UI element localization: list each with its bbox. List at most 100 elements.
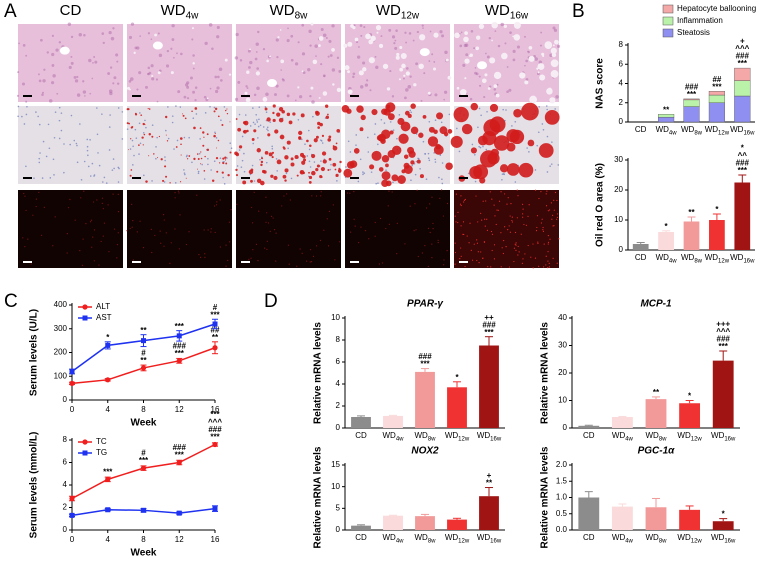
significance-label: ** [140, 356, 147, 365]
oro-droplet [272, 118, 276, 123]
he-texture [116, 82, 120, 85]
oro-droplet [203, 136, 205, 138]
he-vacuole [493, 84, 498, 88]
bar [632, 244, 649, 250]
fluor-dot [491, 233, 494, 235]
x-tick-label: WD4w [656, 125, 678, 136]
he-texture [148, 71, 152, 75]
y-tick-label: 30 [558, 341, 567, 350]
he-texture [255, 42, 259, 46]
oro-nucleus [167, 137, 170, 140]
y-tick-label: 8 [63, 435, 68, 444]
fluor-dot [310, 260, 313, 263]
fluor-dot [43, 206, 45, 208]
he-texture [463, 43, 468, 48]
he-texture [504, 42, 507, 45]
he-texture [320, 27, 324, 31]
oro-droplet [225, 162, 228, 165]
y-tick-label: 300 [54, 324, 68, 333]
oro-droplet [165, 175, 168, 178]
he-texture [253, 93, 257, 97]
oro-nucleus [458, 150, 461, 153]
he-vacuole [332, 83, 335, 86]
he-texture [110, 36, 115, 41]
oro-nucleus [60, 112, 63, 114]
he-texture [493, 88, 497, 91]
oro-droplet [224, 159, 227, 161]
he-texture [309, 94, 312, 98]
he-texture [246, 87, 249, 89]
he-texture [369, 89, 372, 92]
fluor-dot [116, 257, 118, 259]
he-texture [234, 56, 239, 60]
fluor-dot [396, 253, 398, 255]
fluor-dot [421, 252, 424, 254]
oro-droplet [527, 139, 535, 147]
fluor-dot [35, 198, 37, 200]
y-tick-label: 0 [63, 395, 68, 404]
fluor-dot [515, 242, 517, 244]
he-vacuole [368, 57, 375, 64]
oro-nucleus [213, 106, 216, 109]
fluor-dot [487, 266, 489, 268]
fluor-dot [257, 260, 259, 262]
oro-nucleus [546, 108, 548, 111]
oro-nucleus [425, 178, 428, 181]
he-vacuole [379, 43, 384, 48]
fluor-dot [178, 248, 180, 250]
oro-nucleus [511, 125, 513, 127]
column-header: WD16w [485, 2, 529, 21]
x-tick-label: WD16w [711, 533, 736, 544]
significance-label: ### [208, 425, 222, 434]
oro-nucleus [251, 164, 254, 167]
significance-label: ### [736, 52, 750, 61]
y-tick-label: 2 [336, 401, 341, 410]
he-vacuole [157, 71, 161, 75]
fluor-dot [185, 243, 188, 246]
oro-nucleus [58, 106, 61, 109]
fluor-dot [129, 227, 131, 230]
oro-droplet [225, 109, 227, 112]
fluor-dot [85, 223, 87, 225]
oro-nucleus [229, 142, 232, 144]
fluor-dot [267, 222, 270, 224]
oro-droplet [169, 182, 171, 184]
he-texture [248, 66, 251, 69]
x-axis-label: Week [131, 418, 157, 429]
significance-label: ** [663, 105, 670, 114]
fluor-dot [80, 197, 82, 199]
oro-droplet [160, 158, 163, 161]
fluor-dot [443, 259, 445, 261]
fluor-dot [515, 249, 517, 251]
fluor-dot [23, 192, 25, 195]
oro-nucleus [541, 123, 544, 125]
he-texture [309, 44, 312, 47]
x-tick-label: CD [583, 533, 595, 542]
he-texture [101, 32, 105, 35]
legend-label: TC [96, 437, 107, 446]
oro-nucleus [176, 139, 179, 142]
oro-droplet [322, 159, 327, 164]
oro-droplet [418, 132, 424, 138]
fluor-dot [270, 215, 273, 217]
legend-marker [82, 315, 88, 321]
fluor-dot [251, 206, 253, 209]
he-texture [156, 100, 159, 103]
fluor-dot [464, 265, 466, 268]
significance-label: # [141, 449, 146, 458]
he-texture [102, 41, 105, 45]
oro-droplet [461, 123, 473, 135]
he-texture [129, 77, 134, 81]
fluor-dot [536, 215, 539, 217]
histology-column [341, 24, 453, 268]
oro-nucleus [321, 142, 324, 144]
he-texture [208, 23, 213, 27]
he-texture [21, 82, 25, 86]
oro-droplet [276, 159, 282, 165]
oro-nucleus [215, 137, 218, 139]
he-texture [157, 32, 160, 35]
oro-droplet [308, 181, 312, 184]
fluor-dot [460, 225, 462, 227]
oro-nucleus [223, 106, 226, 108]
he-texture [204, 41, 208, 46]
